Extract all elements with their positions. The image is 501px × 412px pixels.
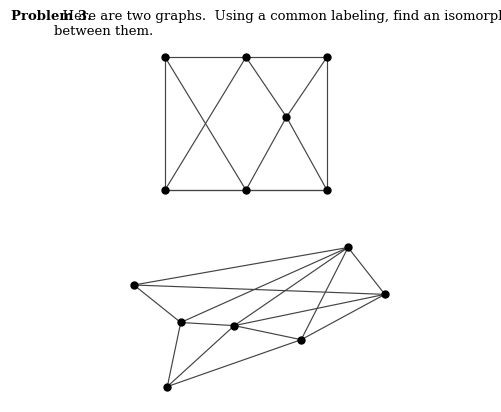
Text: Here are two graphs.  Using a common labeling, find an isomorphism
between them.: Here are two graphs. Using a common labe… [54, 10, 501, 38]
Text: Problem 3.: Problem 3. [11, 10, 92, 23]
